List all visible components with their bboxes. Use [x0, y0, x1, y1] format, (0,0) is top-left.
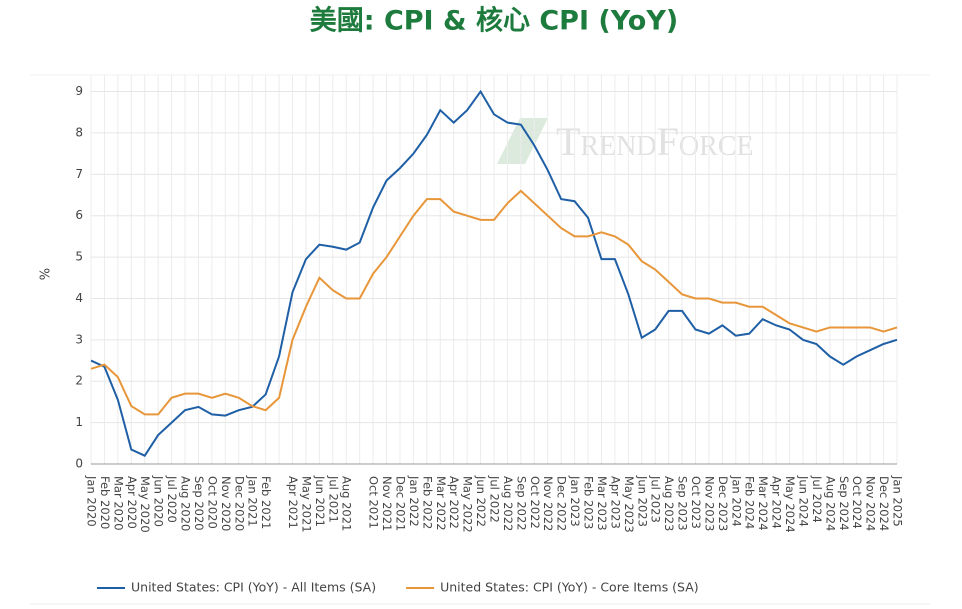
x-tick-label: Feb 2023	[582, 476, 596, 529]
x-tick-label: May 2024	[783, 476, 797, 533]
y-axis-label: %	[39, 268, 54, 280]
x-tick-label: Jan 2022	[407, 475, 421, 527]
y-tick-label: 8	[75, 125, 83, 139]
x-tick-label: Apr 2020	[125, 476, 139, 529]
x-tick-label: Jun 2023	[635, 475, 649, 527]
x-tick-label: Mar 2023	[595, 476, 609, 531]
x-tick-label: Sep 2024	[837, 476, 851, 531]
x-tick-label: May 2020	[138, 476, 152, 533]
x-tick-label: Jan 2020	[85, 475, 99, 527]
x-tick-label: Dec 2021	[393, 476, 407, 531]
x-tick-label: Mar 2024	[756, 476, 770, 531]
x-tick-label: Apr 2021	[286, 476, 300, 529]
x-tick-label: Jan 2024	[729, 475, 743, 527]
x-tick-label: Dec 2023	[716, 476, 730, 531]
x-tick-label: Dec 2022	[555, 476, 569, 531]
x-tick-label: Jan 2021	[246, 475, 260, 527]
x-tick-label: Apr 2022	[447, 476, 461, 529]
x-tick-label: Jun 2021	[313, 475, 327, 527]
chart-title: 美國: CPI & 核心 CPI (YoY)	[310, 5, 679, 37]
x-tick-label: May 2022	[461, 476, 475, 533]
x-tick-label: Feb 2024	[743, 476, 757, 529]
y-tick-label: 9	[75, 84, 83, 98]
x-tick-label: Jul 2022	[488, 475, 502, 523]
x-tick-label: Feb 2020	[98, 476, 112, 529]
x-tick-label: Jun 2020	[152, 475, 166, 527]
x-tick-label: Aug 2022	[501, 476, 515, 531]
x-tick-label: Jan 2025	[891, 475, 905, 527]
x-tick-label: Jul 2024	[810, 475, 824, 523]
x-tick-label: Nov 2021	[380, 476, 394, 531]
y-tick-label: 2	[75, 374, 83, 388]
x-tick-label: May 2021	[299, 476, 313, 533]
x-tick-label: Jul 2023	[649, 475, 663, 523]
x-tick-label: Aug 2021	[340, 476, 354, 531]
x-tick-label: Aug 2024	[823, 476, 837, 531]
legend-label: United States: CPI (YoY) - All Items (SA…	[131, 580, 376, 595]
x-tick-label: Aug 2023	[662, 476, 676, 531]
x-tick-label: Apr 2023	[608, 476, 622, 529]
x-tick-label: Oct 2024	[850, 476, 864, 529]
x-tick-label: Apr 2024	[770, 476, 784, 529]
y-tick-label: 4	[75, 291, 83, 305]
x-tick-label: Sep 2020	[192, 476, 206, 531]
series-line	[90, 189, 898, 416]
x-tick-label: Oct 2023	[689, 476, 703, 529]
x-tick-label: Dec 2024	[877, 476, 891, 531]
x-tick-label: Mar 2022	[434, 476, 448, 531]
x-tick-label: Jun 2022	[474, 475, 488, 527]
x-tick-label: Jul 2020	[165, 475, 179, 523]
x-tick-label: Nov 2022	[541, 476, 555, 531]
x-tick-label: Oct 2020	[205, 476, 219, 529]
x-tick-label: Nov 2023	[702, 476, 716, 531]
x-tick-label: Jan 2023	[568, 475, 582, 527]
x-tick-label: Nov 2024	[864, 476, 878, 531]
y-tick-label: 3	[75, 332, 83, 346]
x-tick-label: Aug 2020	[179, 476, 193, 531]
y-tick-label: 7	[75, 167, 83, 181]
x-tick-label: Feb 2021	[259, 476, 273, 529]
x-tick-label: Jun 2024	[796, 475, 810, 527]
y-tick-label: 0	[75, 457, 83, 471]
y-tick-label: 6	[75, 208, 83, 222]
y-tick-label: 1	[75, 415, 83, 429]
x-tick-label: Oct 2021	[367, 476, 381, 529]
x-tick-label: Sep 2022	[514, 476, 528, 531]
x-tick-label: Sep 2023	[676, 476, 690, 531]
x-tick-label: Oct 2022	[528, 476, 542, 529]
watermark-logo	[497, 118, 548, 164]
x-tick-label: Dec 2020	[232, 476, 246, 531]
x-tick-label: Jul 2021	[326, 475, 340, 523]
y-tick-label: 5	[75, 250, 83, 264]
series-line	[90, 89, 898, 457]
x-tick-label: Nov 2020	[219, 476, 233, 531]
legend-label: United States: CPI (YoY) - Core Items (S…	[440, 580, 699, 595]
watermark-group: TrendForce	[497, 118, 754, 164]
x-tick-label: May 2023	[622, 476, 636, 533]
x-tick-label: Mar 2020	[111, 476, 125, 531]
x-tick-label: Feb 2022	[420, 476, 434, 529]
